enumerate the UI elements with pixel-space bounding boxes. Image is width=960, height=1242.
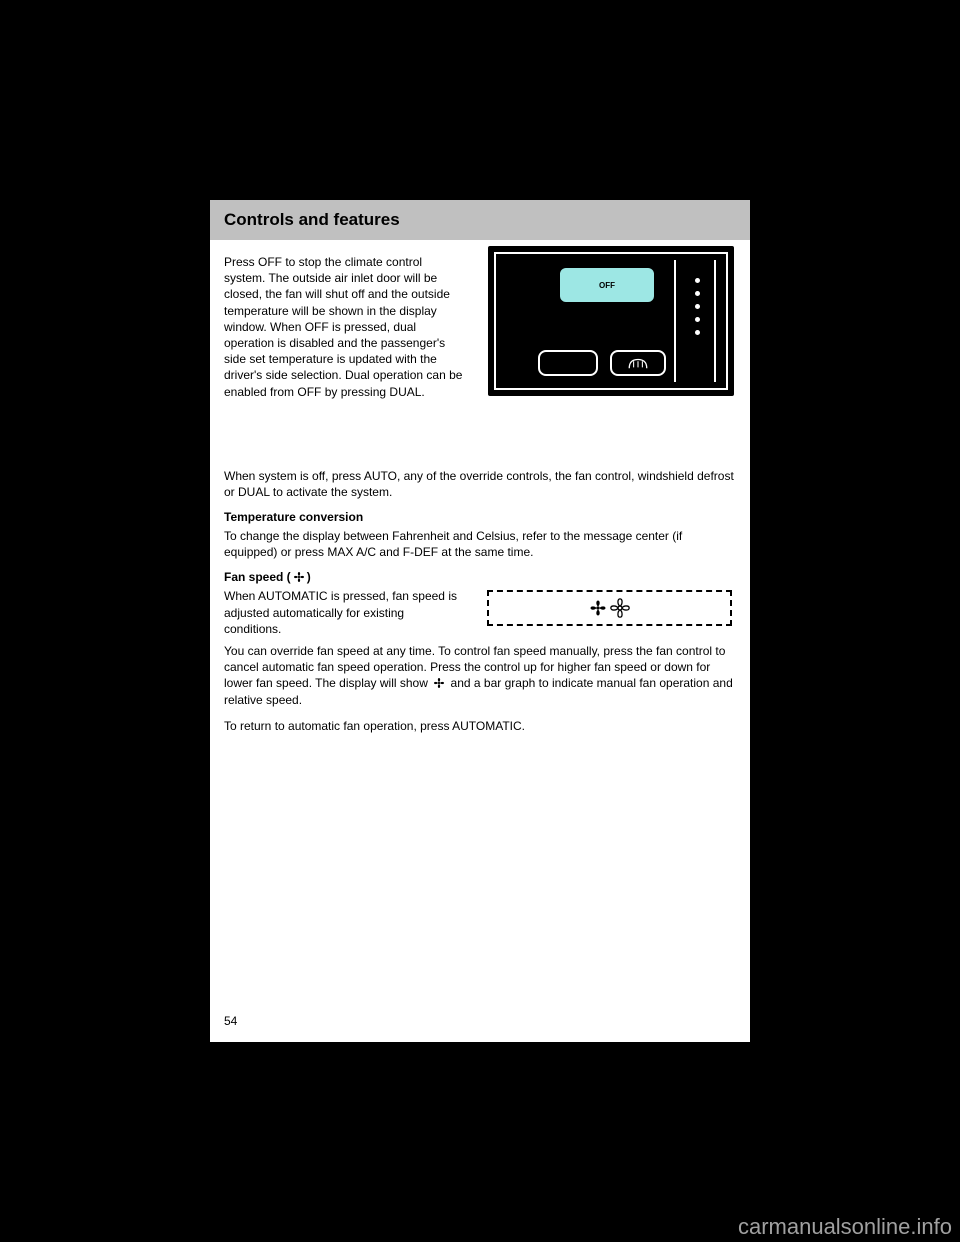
indicator-dot (695, 330, 700, 335)
page-header: Controls and features (210, 200, 750, 240)
panel-indicator-dots (695, 278, 700, 335)
panel-button-defrost (610, 350, 666, 376)
panel-divider-1 (674, 260, 676, 382)
panel-button-blank (538, 350, 598, 376)
manual-page: Controls and features OFF (210, 200, 750, 1042)
fan-paragraph-1: When AUTOMATIC is pressed, fan speed is … (224, 588, 464, 637)
indicator-dot (695, 278, 700, 283)
page-number: 54 (224, 1014, 237, 1028)
fan-icons-row (589, 597, 631, 619)
indicator-dot (695, 304, 700, 309)
temp-conversion-text: To change the display between Fahrenheit… (224, 528, 734, 560)
off-button-label: OFF (599, 281, 615, 290)
off-button: OFF (558, 266, 656, 304)
off-paragraph-1: Press OFF to stop the climate control sy… (224, 254, 464, 400)
indicator-dot (695, 317, 700, 322)
content-area: OFF Pres (210, 240, 750, 734)
panel-frame: OFF (494, 252, 728, 390)
defrost-icon (627, 356, 649, 370)
climate-panel-diagram: OFF (488, 246, 734, 396)
fan-speed-heading: Fan speed () (224, 570, 736, 584)
indicator-dot (695, 291, 700, 296)
fan-icon (433, 677, 445, 689)
off-paragraph-2: When system is off, press AUTO, any of t… (224, 468, 734, 500)
fan-paragraph-2: You can override fan speed at any time. … (224, 643, 734, 708)
fan-icon-outline (609, 597, 631, 619)
fan-paragraph-3: To return to automatic fan operation, pr… (224, 718, 734, 734)
header-title: Controls and features (224, 210, 400, 229)
panel-divider-2 (714, 260, 716, 382)
fan-paragraph-wrap: When AUTOMATIC is pressed, fan speed is … (224, 588, 736, 637)
spacer (224, 408, 736, 468)
fan-display-diagram (487, 590, 732, 626)
fan-icon (293, 571, 305, 583)
temp-conversion-heading: Temperature conversion (224, 510, 736, 524)
watermark: carmanualsonline.info (730, 1212, 960, 1242)
fan-icon (589, 599, 607, 617)
